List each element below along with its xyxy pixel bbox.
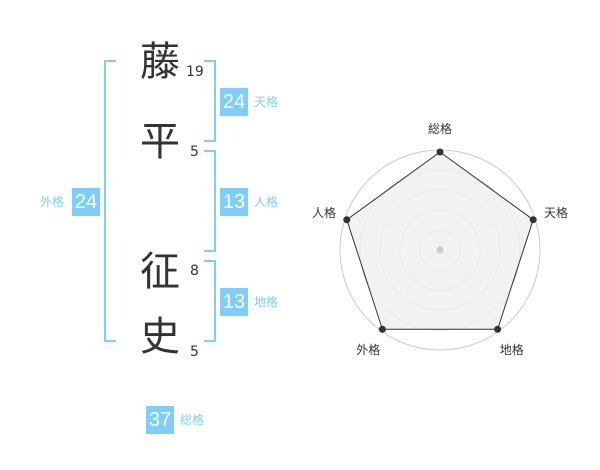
radar-point [494,325,502,333]
radar-axis-label: 総格 [427,122,452,136]
chikaku-bracket [204,260,216,342]
soukaku-value: 37 [146,406,174,434]
stroke-count-4: 5 [190,344,199,360]
gaikaku-bracket [104,60,116,342]
radar-axis-label: 天格 [544,206,569,221]
tenkaku-label: 天格 [254,95,279,109]
stroke-count-1: 19 [186,64,204,80]
radar-area [346,151,534,330]
radar-point [529,216,537,224]
soukaku-label: 総格 [180,413,205,427]
jinkaku-value: 13 [220,188,248,216]
jinkaku-label: 人格 [254,195,279,209]
name-char-3: 征 [140,249,180,295]
name-char-1: 藤 [140,39,180,85]
stroke-count-2: 5 [190,144,199,160]
tenkaku-value: 24 [220,88,248,116]
radar-axis-label: 人格 [311,206,336,221]
chikaku-value: 13 [220,288,248,316]
radar-axis-label: 地格 [499,342,524,357]
stroke-count-3: 8 [190,263,199,279]
name-char-2: 平 [140,119,180,165]
radar-point [436,148,444,156]
gaikaku-value: 24 [72,188,100,216]
tenkaku-bracket [204,60,216,142]
radar-point [343,216,351,224]
chikaku-label: 地格 [254,295,279,309]
radar-point [378,325,386,333]
name-char-4: 史 [140,314,180,360]
radar-axis-label: 外格 [356,342,381,357]
radar-center [436,246,444,254]
jinkaku-bracket [204,150,216,252]
gaikaku-label: 外格 [40,195,65,209]
